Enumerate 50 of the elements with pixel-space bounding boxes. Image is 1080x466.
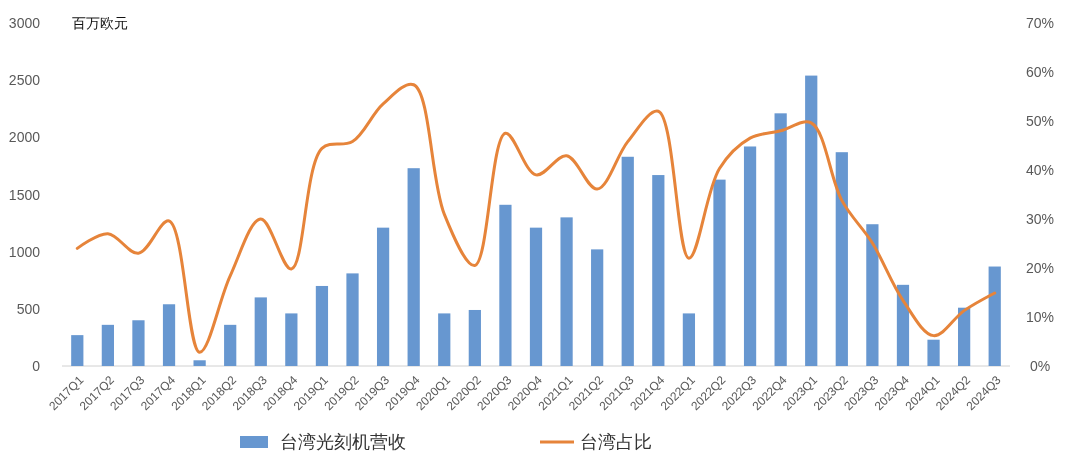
bar [743,146,757,366]
bar [682,313,696,366]
legend-label: 台湾光刻机营收 [280,432,406,452]
bar [621,156,634,366]
y2-tick-label: 30% [1025,211,1055,227]
bar [652,175,665,366]
bar [71,335,84,366]
y2-tick-label: 0% [1029,358,1051,374]
bar [468,309,481,366]
bar [896,284,910,366]
bar [988,266,1001,366]
bar [254,297,267,366]
bar [224,324,237,366]
y-tick-label: 1000 [8,243,41,260]
y-tick-label: 2000 [8,129,41,146]
bar [560,217,573,366]
y-tick-label: 2500 [8,72,41,89]
y2-tick-label: 20% [1025,260,1055,276]
bar [713,179,726,366]
bar [162,304,176,366]
bar [958,307,971,366]
bar [805,75,818,366]
bar [132,320,145,366]
y2-tick-label: 60% [1025,64,1055,80]
bar [193,360,206,366]
bar [101,324,114,366]
bar [285,313,298,366]
bar [529,227,543,366]
bar [346,273,359,366]
y2-tick-label: 70% [1025,15,1055,31]
bar [438,313,451,366]
bar [407,168,420,366]
y-tick-label: 1500 [8,186,41,203]
bar [835,152,848,366]
y-tick-label: 500 [16,300,41,317]
legend-label: 台湾占比 [580,432,652,452]
y-tick-label: 0 [32,358,41,374]
y2-tick-label: 50% [1025,113,1055,129]
y-axis-title: 百万欧元 [72,15,128,31]
bar [927,339,940,366]
bar [774,113,787,366]
y2-tick-label: 10% [1025,309,1055,325]
line-series [75,83,997,354]
bar [315,285,329,366]
bar [866,224,879,366]
bar [499,204,512,366]
bar [376,227,390,366]
y2-tick-label: 40% [1025,162,1055,178]
y-tick-label: 3000 [8,15,41,31]
bar [591,249,604,366]
